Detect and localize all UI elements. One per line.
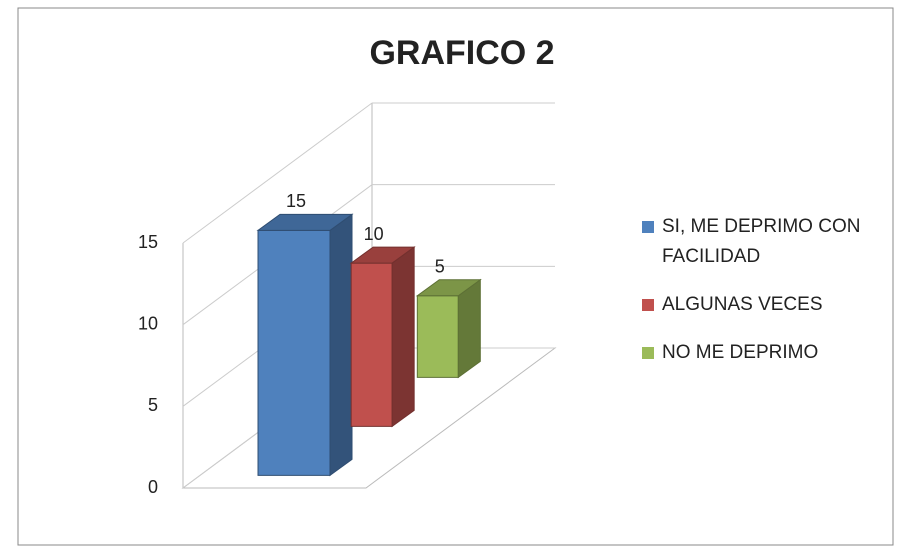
- bar-face: [416, 295, 459, 378]
- bar-face: [349, 246, 416, 264]
- legend-swatch: [642, 299, 654, 311]
- bar: [256, 213, 354, 477]
- frame: [17, 7, 894, 546]
- bar-face: [329, 213, 353, 477]
- data-label: 15: [286, 191, 306, 211]
- legend-swatch: [642, 347, 654, 359]
- y-tick-label: 15: [138, 232, 158, 252]
- data-label: 5: [435, 256, 445, 276]
- y-tick-label: 5: [148, 395, 158, 415]
- legend-label: ALGUNAS VECES: [662, 294, 823, 315]
- bar-face: [415, 279, 482, 297]
- bar-face: [256, 213, 354, 231]
- legend-label: SI, ME DEPRIMO CON FACILIDAD: [662, 216, 861, 267]
- grid-line: [182, 102, 373, 244]
- bar-face: [350, 262, 393, 427]
- legend-item: NO ME DEPRIMO: [642, 338, 892, 368]
- data-label: 10: [364, 224, 384, 244]
- bar: [349, 246, 416, 428]
- y-tick-label: 0: [148, 477, 158, 497]
- chart-title: GRAFICO 2: [369, 34, 554, 72]
- legend: SI, ME DEPRIMO CON FACILIDAD ALGUNAS VECE…: [642, 212, 892, 386]
- y-tick-label: 10: [138, 313, 158, 333]
- bar: [415, 278, 482, 379]
- legend-item: SI, ME DEPRIMO CON FACILIDAD: [642, 212, 892, 272]
- bar-face: [457, 278, 481, 379]
- bar-face: [391, 246, 415, 428]
- legend-item: ALGUNAS VECES: [642, 290, 892, 320]
- bar-face: [257, 229, 331, 476]
- legend-label: NO ME DEPRIMO: [662, 342, 819, 363]
- legend-swatch: [642, 221, 654, 233]
